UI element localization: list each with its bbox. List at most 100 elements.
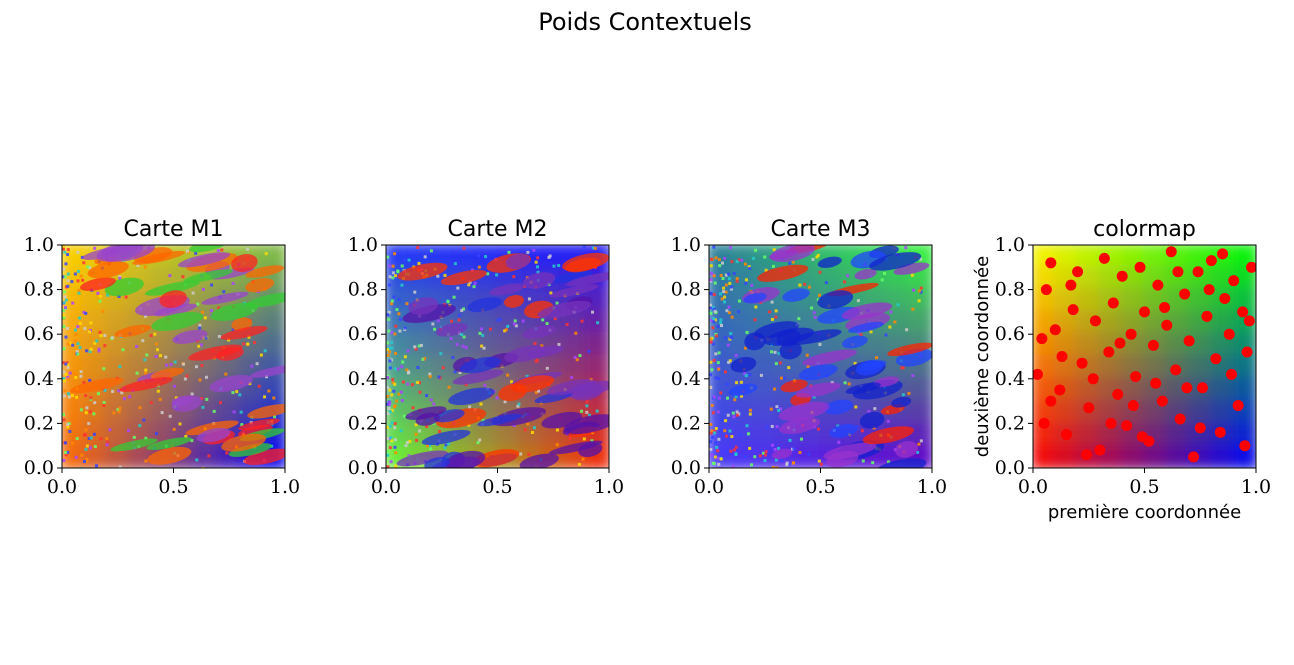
heatmap-blob <box>824 399 854 415</box>
heatmap-speckle <box>714 352 718 356</box>
x-axis-label: première coordonnée <box>1048 502 1241 523</box>
heatmap-speckle <box>263 395 267 399</box>
heatmap-speckle <box>799 437 803 441</box>
heatmap-speckle <box>136 264 140 268</box>
heatmap-speckle <box>713 309 717 313</box>
heatmap-speckle <box>387 317 391 321</box>
scatter-point <box>1165 246 1177 258</box>
scatter-point <box>1098 252 1110 264</box>
heatmap-cell <box>885 309 912 337</box>
heatmap-speckle <box>246 247 250 251</box>
y-tick-label: 0.6 <box>995 323 1025 345</box>
heatmap-speckle <box>388 446 392 450</box>
heatmap-speckle <box>712 358 716 362</box>
heatmap-blob <box>87 261 129 279</box>
heatmap-speckle <box>596 321 600 325</box>
heatmap-speckle <box>429 249 433 253</box>
heatmap-speckle <box>62 267 66 271</box>
heatmap-blob <box>548 440 603 455</box>
heatmap-speckle <box>428 375 432 379</box>
heatmap-speckle <box>754 248 758 252</box>
heatmap-speckle <box>709 340 713 344</box>
scatter-point <box>1232 400 1244 412</box>
heatmap-speckle <box>537 389 541 393</box>
scatter-point <box>1210 353 1222 365</box>
heatmap-speckle <box>770 424 774 428</box>
heatmap-speckle <box>387 347 391 351</box>
heatmap-cell <box>885 287 912 314</box>
heatmap-speckle <box>101 309 105 313</box>
heatmap-speckle <box>716 325 720 329</box>
heatmap-speckle <box>102 403 106 407</box>
heatmap-speckle <box>191 291 195 295</box>
scatter-point <box>1072 266 1084 278</box>
heatmap-speckle <box>95 339 99 343</box>
heatmap-speckle <box>535 358 539 362</box>
heatmap-speckle <box>812 311 816 315</box>
heatmap-speckle <box>545 322 549 326</box>
heatmap-blob <box>69 377 124 394</box>
heatmap-speckle <box>396 270 400 274</box>
heatmap-speckle <box>118 365 122 369</box>
heatmap-speckle <box>88 410 92 414</box>
scatter-point <box>1121 420 1133 432</box>
heatmap-speckle <box>429 447 433 451</box>
panel-title: Carte M2 <box>447 217 547 242</box>
heatmap-speckle <box>734 445 738 449</box>
heatmap-cell <box>1033 443 1058 468</box>
heatmap-speckle <box>105 443 109 447</box>
heatmap-speckle <box>85 406 89 410</box>
heatmap-speckle <box>727 360 731 364</box>
heatmap-speckle <box>499 317 503 321</box>
heatmap-speckle <box>66 377 70 381</box>
heatmap-speckle <box>85 444 89 448</box>
heatmap-speckle <box>536 270 540 274</box>
scatter-point <box>1114 337 1126 349</box>
heatmap-speckle <box>394 324 398 328</box>
heatmap-speckle <box>709 311 713 315</box>
heatmap-speckle <box>388 283 392 287</box>
heatmap-speckle <box>859 333 863 337</box>
heatmap-speckle <box>405 368 409 372</box>
heatmap-speckle <box>79 374 83 378</box>
heatmap-speckle <box>62 347 66 351</box>
heatmap-speckle <box>386 395 390 399</box>
heatmap-blob <box>132 250 186 265</box>
scatter-point <box>1089 315 1101 327</box>
heatmap-cell <box>126 399 154 426</box>
y-tick-label: 0.0 <box>671 457 701 479</box>
heatmap-speckle <box>72 371 76 375</box>
y-tick-label: 0.6 <box>348 323 378 345</box>
heatmap-speckle <box>64 335 68 339</box>
heatmap-speckle <box>582 437 586 441</box>
heatmap-speckle <box>473 281 477 285</box>
heatmap-blob <box>147 446 192 465</box>
heatmap-speckle <box>779 407 783 411</box>
heatmap-speckle <box>552 264 556 268</box>
heatmap-speckle <box>181 275 185 279</box>
heatmap-speckle <box>393 332 397 336</box>
scatter-point <box>1056 351 1068 362</box>
heatmap-speckle <box>725 434 729 438</box>
heatmap-blob <box>243 448 285 465</box>
heatmap-speckle <box>884 333 888 337</box>
heatmap-speckle <box>729 449 733 453</box>
heatmap-speckle <box>190 439 194 443</box>
heatmap-cell <box>62 309 87 337</box>
heatmap-cell <box>386 332 411 359</box>
heatmap-speckle <box>768 310 772 314</box>
heatmap-speckle <box>64 450 68 454</box>
heatmap-speckle <box>118 406 122 410</box>
heatmap-speckle <box>893 320 897 324</box>
heatmap-speckle <box>414 432 418 436</box>
heatmap-speckle <box>112 411 116 415</box>
heatmap-speckle <box>390 299 394 303</box>
heatmap-speckle <box>886 419 890 423</box>
heatmap-speckle <box>735 260 739 264</box>
heatmap-blob <box>764 327 815 346</box>
heatmap-speckle <box>770 350 774 354</box>
heatmap-speckle <box>70 280 74 284</box>
heatmap-speckle <box>807 285 811 289</box>
heatmap-blob <box>185 420 239 436</box>
heatmap-speckle <box>407 371 411 375</box>
